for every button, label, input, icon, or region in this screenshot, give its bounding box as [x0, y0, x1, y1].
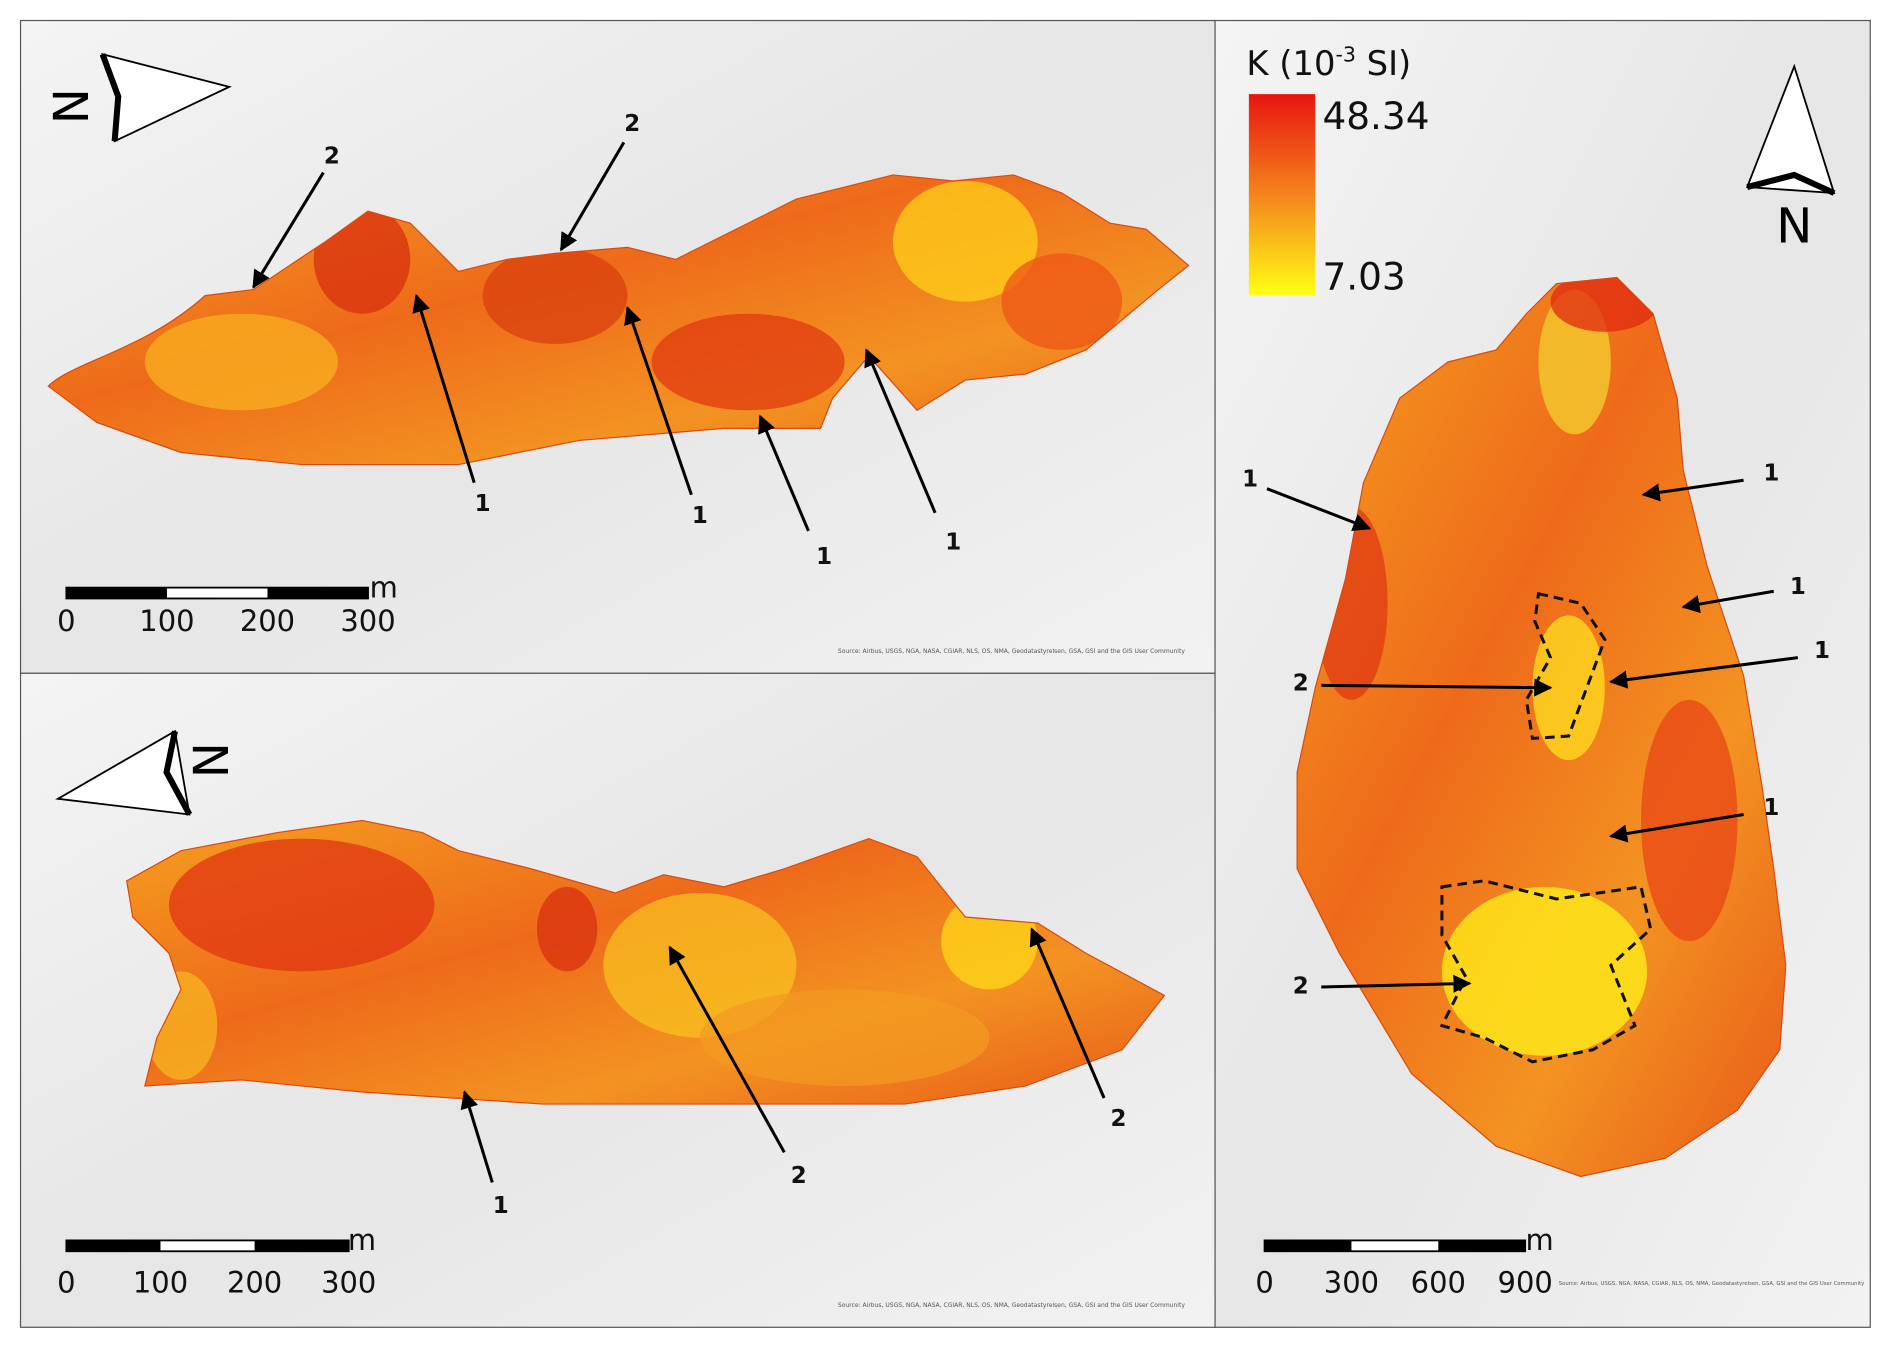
annotation-label: 2 [624, 111, 640, 137]
annotation-arrow [1609, 656, 1799, 689]
annotation-label: 2 [1293, 671, 1309, 697]
annotation-arrow [559, 141, 626, 252]
scale-label: 200 [240, 604, 295, 638]
k-patch [699, 989, 990, 1086]
scale-bar-segment [254, 1240, 349, 1252]
scale-bar-segment [267, 587, 369, 599]
k-patch [892, 180, 1038, 302]
k-patch [651, 313, 845, 411]
annotation-arrow [624, 305, 693, 496]
zone-outline [1524, 591, 1607, 741]
north-label: N [184, 742, 240, 778]
scale-label: 0 [57, 1265, 75, 1299]
annotation-arrow [1029, 927, 1106, 1099]
annotation-arrow [460, 1090, 494, 1183]
source-text: Source: Airbus, USGS, NGA, NASA, CGIAR, … [838, 648, 1185, 655]
north-arrow [1745, 63, 1836, 195]
annotation-label: 1 [1763, 795, 1779, 821]
annotation-arrow [412, 293, 476, 484]
annotation-arrow [1266, 487, 1372, 532]
annotation-label: 1 [1790, 574, 1806, 600]
north-label: N [1776, 198, 1812, 254]
scale-unit: m [370, 570, 398, 604]
scale-label: 900 [1498, 1265, 1553, 1299]
legend-ramp [1248, 94, 1316, 296]
annotation-label: 1 [692, 503, 708, 529]
annotation-label: 1 [1763, 461, 1779, 487]
legend-title-exponent: -3 [1335, 43, 1355, 67]
k-patch [144, 313, 338, 411]
legend-title: K (10-3 SI) [1246, 43, 1411, 83]
north-arrow-base [163, 730, 193, 816]
annotation-label: 2 [1293, 974, 1309, 1000]
scale-bar-segment [66, 1240, 161, 1252]
north-arrow-base [1746, 171, 1836, 196]
annotation-arrow [864, 348, 937, 514]
north-label: N [44, 88, 100, 124]
annotation-arrow [1609, 812, 1744, 843]
k-patch [536, 886, 598, 972]
scale-label: 100 [133, 1265, 188, 1299]
legend-max: 48.34 [1322, 94, 1429, 138]
annotation-label: 2 [324, 143, 340, 169]
north-arrow [55, 729, 191, 816]
source-text: Source: Airbus, USGS, NGA, NASA, CGIAR, … [838, 1302, 1185, 1309]
scale-label: 300 [340, 604, 395, 638]
scale-label: 300 [1324, 1265, 1379, 1299]
scale-bar-segment [1438, 1240, 1526, 1252]
legend-min: 7.03 [1322, 255, 1405, 299]
scale-unit: m [348, 1223, 376, 1257]
scale-unit: m [1526, 1223, 1554, 1257]
annotation-arrow [668, 945, 786, 1154]
annotation-label: 2 [791, 1163, 807, 1189]
k-patch [1532, 615, 1605, 761]
k-patch [168, 838, 435, 972]
annotation-label: 1 [475, 491, 491, 517]
scale-label: 200 [227, 1265, 282, 1299]
legend-title-base: K (10 [1246, 44, 1335, 83]
scale-label: 100 [139, 604, 194, 638]
legend-title-unit: SI) [1356, 44, 1411, 83]
k-patch [482, 247, 628, 344]
annotation-label: 1 [1814, 638, 1830, 664]
scale-bar-segment [66, 587, 167, 599]
annotation-label: 1 [1242, 467, 1258, 493]
annotation-arrow [1681, 589, 1774, 614]
scale-label: 600 [1411, 1265, 1466, 1299]
annotation-label: 2 [1111, 1106, 1127, 1132]
annotation-arrow [252, 171, 325, 289]
k-patch [1001, 253, 1123, 350]
north-arrow-base [99, 53, 122, 142]
k-patch [1441, 886, 1648, 1056]
annotation-arrow [1321, 678, 1553, 697]
annotation-arrow [1641, 478, 1744, 502]
annotation-label: 1 [945, 529, 961, 555]
scale-bar-segment [1264, 1240, 1352, 1252]
source-text: Source: Airbus, USGS, NGA, NASA, CGIAR, … [1559, 1281, 1865, 1287]
annotation-label: 1 [816, 544, 832, 570]
k-patch [1641, 699, 1738, 942]
scale-label: 0 [57, 604, 75, 638]
annotation-label: 1 [493, 1193, 509, 1219]
annotation-arrow [758, 414, 810, 532]
scale-label: 300 [321, 1265, 376, 1299]
island [1297, 277, 1786, 1177]
annotation-arrow [1321, 974, 1472, 993]
k-patch [603, 892, 797, 1038]
scale-label: 0 [1255, 1265, 1273, 1299]
